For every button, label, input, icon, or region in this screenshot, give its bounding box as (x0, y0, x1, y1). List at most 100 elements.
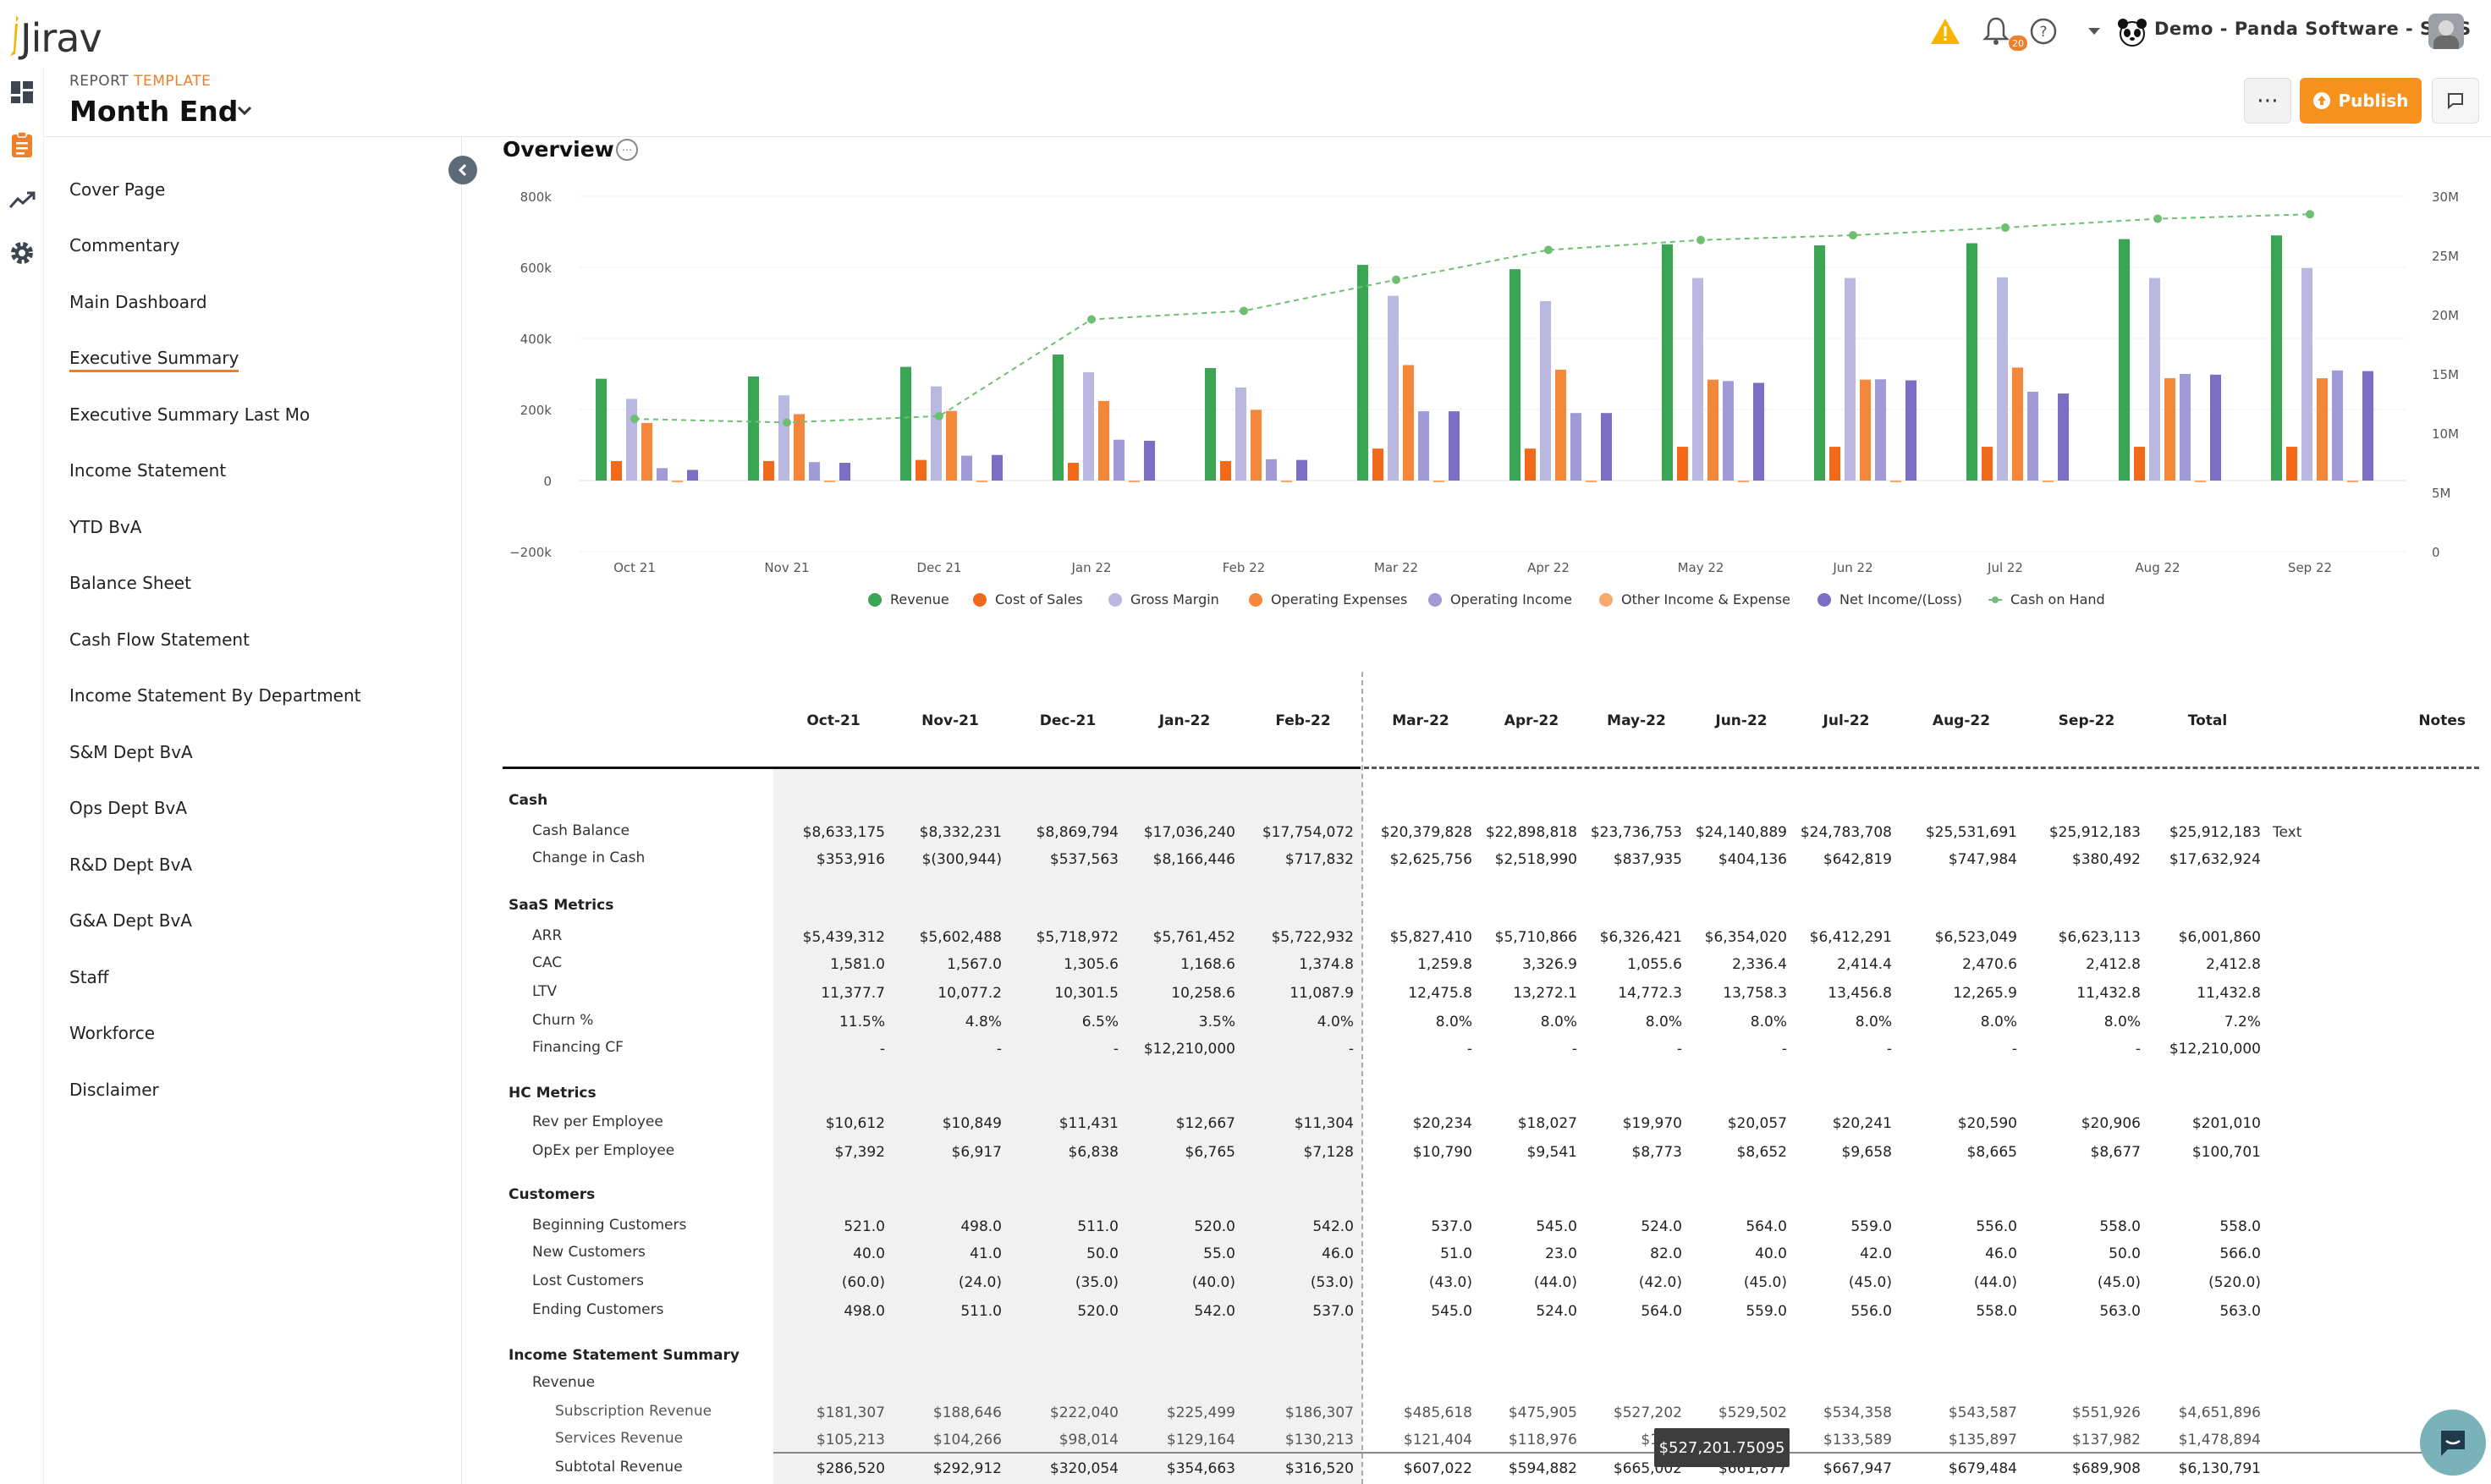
nav-item[interactable]: Executive Summary Last Mo (69, 404, 311, 425)
table-cell[interactable]: 12,265.9 (1953, 985, 2017, 1002)
table-cell[interactable]: $20,379,828 (1380, 824, 1472, 841)
table-cell[interactable]: (40.0) (1191, 1274, 1235, 1291)
table-cell[interactable]: $404,136 (1718, 851, 1787, 868)
table-cell[interactable]: 2,414.4 (1837, 956, 1892, 973)
table-cell[interactable]: $22,898,818 (1485, 824, 1577, 841)
table-cell[interactable]: 520.0 (1194, 1218, 1235, 1235)
table-cell[interactable]: 2,412.8 (2206, 956, 2261, 973)
table-cell[interactable]: - (879, 1041, 885, 1058)
table-cell[interactable]: $837,935 (1613, 851, 1682, 868)
table-cell[interactable]: $717,832 (1284, 851, 1354, 868)
table-cell[interactable]: $19,970 (1622, 1115, 1682, 1132)
collapse-sidebar-button[interactable] (448, 156, 477, 184)
table-cell[interactable]: 42.0 (1860, 1245, 1892, 1262)
nav-item[interactable]: Commentary (69, 235, 180, 256)
table-cell[interactable]: $5,761,452 (1152, 929, 1235, 946)
nav-item[interactable]: R&D Dept BvA (69, 855, 193, 875)
nav-item[interactable]: Disclaimer (69, 1080, 159, 1100)
table-cell[interactable]: 563.0 (2099, 1303, 2141, 1320)
column-header[interactable]: Aug-22 (1932, 712, 1991, 729)
table-cell[interactable]: - (1348, 1041, 1354, 1058)
nav-item[interactable]: S&M Dept BvA (69, 742, 193, 762)
table-cell[interactable]: 558.0 (1976, 1303, 2017, 1320)
column-header[interactable]: Oct-21 (806, 712, 861, 729)
column-header[interactable]: Dec-21 (1039, 712, 1097, 729)
table-cell[interactable]: 51.0 (1440, 1245, 1472, 1262)
table-cell[interactable]: $20,057 (1727, 1115, 1787, 1132)
section-header[interactable]: Customers (509, 1186, 596, 1203)
table-cell[interactable]: $12,667 (1175, 1115, 1235, 1132)
table-cell[interactable]: 559.0 (1746, 1303, 1787, 1320)
bell-icon[interactable] (1982, 15, 2010, 47)
table-cell[interactable]: 8.0% (1980, 1014, 2017, 1031)
table-cell[interactable]: - (1571, 1041, 1577, 1058)
table-cell[interactable]: $24,140,889 (1695, 824, 1787, 841)
table-cell[interactable]: $186,307 (1284, 1404, 1354, 1421)
table-cell[interactable]: 558.0 (2099, 1218, 2141, 1235)
table-cell[interactable]: $121,404 (1403, 1432, 1472, 1448)
table-cell[interactable]: 563.0 (2219, 1303, 2261, 1320)
table-cell[interactable]: 3,326.9 (1522, 956, 1577, 973)
table-cell[interactable]: $104,266 (932, 1432, 1002, 1448)
table-cell[interactable]: 50.0 (2109, 1245, 2141, 1262)
table-cell[interactable]: 8.0% (1750, 1014, 1787, 1031)
table-cell[interactable]: 556.0 (1976, 1218, 2017, 1235)
table-cell[interactable]: $25,912,183 (2048, 824, 2141, 841)
column-header[interactable]: Jul-22 (1823, 712, 1870, 729)
table-cell[interactable]: (44.0) (1973, 1274, 2017, 1291)
table-cell[interactable]: $6,917 (951, 1144, 1002, 1161)
table-cell[interactable]: 566.0 (2219, 1245, 2261, 1262)
table-cell[interactable]: 8.0% (2103, 1014, 2141, 1031)
nav-item[interactable]: Executive Summary (69, 348, 239, 372)
table-cell[interactable]: $11,431 (1059, 1115, 1119, 1132)
table-cell[interactable]: $12,210,000 (2169, 1041, 2261, 1058)
table-cell[interactable]: 2,470.6 (1962, 956, 2017, 973)
table-cell[interactable]: $137,982 (2071, 1432, 2141, 1448)
table-cell[interactable]: $130,213 (1284, 1432, 1354, 1448)
table-cell[interactable]: - (1466, 1041, 1472, 1058)
table-cell[interactable]: $6,326,421 (1599, 929, 1682, 946)
table-cell[interactable]: $5,827,410 (1389, 929, 1472, 946)
report-title[interactable]: Month End (69, 95, 239, 128)
table-cell[interactable]: 498.0 (844, 1303, 885, 1320)
table-cell[interactable]: $6,412,291 (1809, 929, 1892, 946)
table-cell[interactable]: $529,502 (1718, 1404, 1787, 1421)
table-cell[interactable]: $222,040 (1049, 1404, 1119, 1421)
table-cell[interactable]: $8,869,794 (1036, 824, 1119, 841)
nav-item[interactable]: Staff (69, 967, 109, 987)
table-cell[interactable]: $5,439,312 (802, 929, 885, 946)
table-cell[interactable]: $4,651,896 (2178, 1404, 2261, 1421)
column-header[interactable]: Jan-22 (1158, 712, 1211, 729)
table-cell[interactable]: $18,027 (1517, 1115, 1577, 1132)
table-cell[interactable]: $551,926 (2071, 1404, 2141, 1421)
table-cell[interactable]: 13,272.1 (1513, 985, 1577, 1002)
table-cell[interactable]: - (1676, 1041, 1682, 1058)
table-cell[interactable]: (45.0) (1743, 1274, 1787, 1291)
table-cell[interactable]: 41.0 (970, 1245, 1002, 1262)
table-cell[interactable]: - (2135, 1041, 2141, 1058)
table-cell[interactable]: 559.0 (1850, 1218, 1892, 1235)
table-cell[interactable]: $201,010 (2191, 1115, 2261, 1132)
table-cell[interactable]: 50.0 (1086, 1245, 1119, 1262)
table-cell[interactable]: $7,392 (834, 1144, 885, 1161)
table-cell[interactable]: 8.0% (1435, 1014, 1472, 1031)
table-cell[interactable]: $17,632,924 (2169, 851, 2261, 868)
column-header[interactable]: Total (2187, 712, 2228, 729)
table-cell[interactable]: $12,210,000 (1143, 1041, 1235, 1058)
table-cell[interactable]: 8.0% (1855, 1014, 1892, 1031)
table-cell[interactable]: $5,718,972 (1036, 929, 1119, 946)
table-cell[interactable]: 4.0% (1317, 1014, 1354, 1031)
column-header[interactable]: Sep-22 (2058, 712, 2115, 729)
table-cell[interactable]: 1,259.8 (1417, 956, 1472, 973)
table-cell[interactable]: 13,758.3 (1723, 985, 1787, 1002)
nav-item[interactable]: Workforce (69, 1023, 156, 1043)
gear-icon[interactable] (8, 239, 36, 267)
table-cell[interactable]: 545.0 (1431, 1303, 1472, 1320)
trend-icon[interactable] (8, 186, 36, 215)
table-cell[interactable]: 46.0 (1322, 1245, 1354, 1262)
table-cell[interactable]: 542.0 (1194, 1303, 1235, 1320)
table-cell[interactable]: $316,520 (1284, 1460, 1354, 1477)
table-cell[interactable]: $10,790 (1412, 1144, 1472, 1161)
chevron-down-icon[interactable] (234, 102, 256, 120)
table-cell[interactable]: $8,332,231 (919, 824, 1002, 841)
